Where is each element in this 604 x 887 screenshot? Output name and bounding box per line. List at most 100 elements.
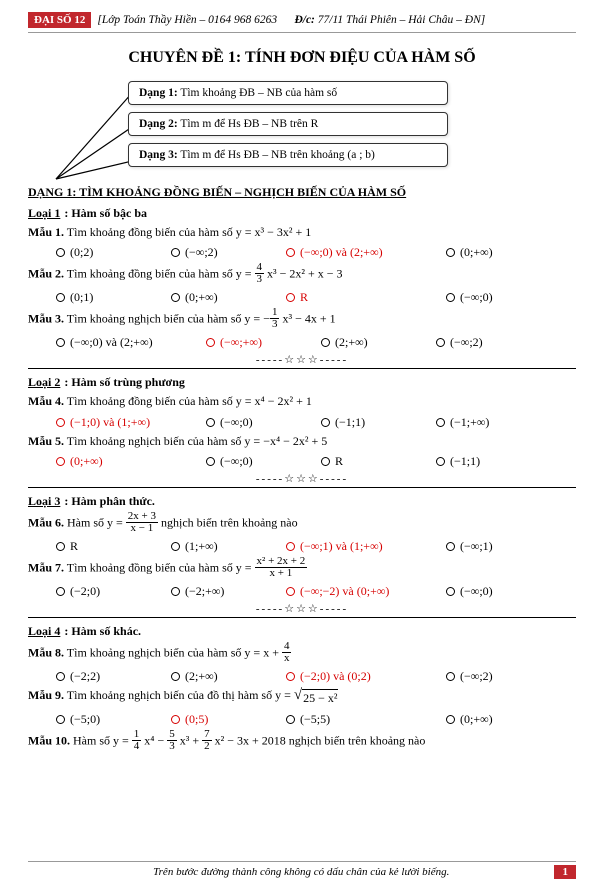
opt: (−∞;+∞) — [206, 335, 321, 350]
opt: (−∞;1) và (1;+∞) — [286, 539, 446, 554]
opt-text: (0;1) — [70, 290, 93, 305]
fraction: x² + 2x + 2x + 1 — [255, 556, 308, 579]
loai-2-rest: : Hàm số trùng phương — [64, 375, 185, 390]
mau-8-options: (−2;2) (2;+∞) (−2;0) và (0;2) (−∞;2) — [56, 669, 576, 684]
class-info: Lớp Toán Thầy Hiền – 0164 968 6263 — [102, 14, 277, 26]
opt: (−1;+∞) — [436, 415, 551, 430]
opt: (−∞;−2) và (0;+∞) — [286, 584, 446, 599]
frac-den: 2 — [202, 740, 212, 752]
ring-icon — [171, 715, 180, 724]
dang-2-text: Tìm m để Hs ĐB – NB trên R — [180, 118, 318, 130]
frac-num: 1 — [270, 307, 280, 318]
opt-text: (−2;0) — [70, 584, 100, 599]
fraction: 2x + 3x − 1 — [126, 511, 158, 534]
mau-9-options: (−5;0) (0;5) (−5;5) (0;+∞) — [56, 712, 576, 727]
dang-3-text: Tìm m để Hs ĐB – NB trên khoảng (a ; b) — [180, 149, 375, 161]
opt-text: (−∞;0) và (2;+∞) — [300, 245, 383, 260]
mau-2: Mẫu 2. Tìm khoảng đồng biến của hàm số y… — [28, 263, 576, 286]
ring-icon — [286, 587, 295, 596]
frac-den: x — [282, 652, 292, 664]
opt: (−∞;0) và (2;+∞) — [286, 245, 446, 260]
opt-text: R — [300, 290, 308, 305]
ring-icon — [56, 248, 65, 257]
opt: (−5;5) — [286, 712, 446, 727]
ring-icon — [56, 672, 65, 681]
ring-icon — [436, 338, 445, 347]
opt: (−∞;2) — [446, 669, 561, 684]
opt-text: (0;+∞) — [185, 290, 218, 305]
mau-6-label: Mẫu 6. — [28, 515, 64, 529]
ring-icon — [56, 338, 65, 347]
opt: (−2;2) — [56, 669, 171, 684]
frac-den: x + 1 — [255, 567, 308, 579]
address-label: Đ/c: — [294, 14, 314, 26]
mau-9: Mẫu 9. Tìm khoảng nghịch biến của đồ thị… — [28, 687, 576, 707]
ring-icon — [56, 293, 65, 302]
opt: (0;+∞) — [446, 712, 561, 727]
mau-5: Mẫu 5. Tìm khoảng nghịch biến của hàm số… — [28, 433, 576, 450]
fraction: 53 — [167, 729, 177, 752]
opt-text: R — [335, 454, 343, 469]
mau-3-options: (−∞;0) và (2;+∞) (−∞;+∞) (2;+∞) (−∞;2) — [56, 335, 576, 350]
dang-1-text: Tìm khoảng ĐB – NB của hàm số — [180, 87, 337, 99]
ring-icon — [206, 457, 215, 466]
opt: (−∞;0) — [206, 415, 321, 430]
opt-text: (−∞;−2) và (0;+∞) — [300, 584, 389, 599]
loai-4-u: Loại 4 — [28, 624, 60, 639]
frac-num: 7 — [202, 729, 212, 740]
opt-text: (−∞;0) và (2;+∞) — [70, 335, 153, 350]
ring-icon — [446, 293, 455, 302]
dang-3-label: Dạng 3: — [139, 149, 178, 161]
frac-num: 1 — [132, 729, 142, 740]
opt-text: (−∞;0) — [220, 415, 253, 430]
mau-8-label: Mẫu 8. — [28, 645, 64, 659]
frac-den: 3 — [167, 740, 177, 752]
opt: (0;1) — [56, 290, 171, 305]
frac-num: x² + 2x + 2 — [255, 556, 308, 567]
dang-box-group: Dạng 1: Tìm khoảng ĐB – NB của hàm số Dạ… — [128, 81, 576, 167]
ring-icon — [206, 338, 215, 347]
ring-icon — [446, 672, 455, 681]
loai-4: Loại 4 : Hàm số khác. — [28, 620, 576, 639]
stars-divider: -----☆☆☆----- — [28, 353, 576, 366]
stars-divider: -----☆☆☆----- — [28, 472, 576, 485]
frac-num: 2x + 3 — [126, 511, 158, 522]
mau-10-label: Mẫu 10. — [28, 733, 70, 747]
mau-7-options: (−2;0) (−2;+∞) (−∞;−2) và (0;+∞) (−∞;0) — [56, 584, 576, 599]
mau-9-label: Mẫu 9. — [28, 688, 64, 702]
mau-7: Mẫu 7. Tìm khoảng đồng biến của hàm số y… — [28, 557, 576, 580]
mau-3: Mẫu 3. Tìm khoảng nghịch biến của hàm số… — [28, 308, 576, 331]
opt: R — [321, 454, 436, 469]
mau-6-suffix: nghịch biến trên khoảng nào — [158, 515, 298, 529]
ring-icon — [56, 542, 65, 551]
opt: (0;+∞) — [446, 245, 561, 260]
ring-icon — [286, 248, 295, 257]
opt: (−∞;0) — [446, 290, 561, 305]
frac-den: 3 — [255, 273, 265, 285]
ring-icon — [286, 293, 295, 302]
opt: R — [286, 290, 446, 305]
fraction: 43 — [255, 262, 265, 285]
loai-3: Loại 3: Hàm phân thức. — [28, 490, 576, 509]
address: 77/11 Thái Phiên – Hải Châu – ĐN — [318, 14, 481, 26]
mau-6-options: R (1;+∞) (−∞;1) và (1;+∞) (−∞;1) — [56, 539, 576, 554]
opt: (−2;+∞) — [171, 584, 286, 599]
opt-text: (−∞;0) — [460, 584, 493, 599]
ring-icon — [171, 293, 180, 302]
ring-icon — [171, 587, 180, 596]
mau-2-suffix: x³ − 2x² + x − 3 — [264, 267, 343, 281]
opt: (2;+∞) — [171, 669, 286, 684]
radicand: 25 − x² — [302, 689, 338, 707]
loai-4-rest: : Hàm số khác. — [64, 624, 141, 639]
ring-icon — [56, 715, 65, 724]
frac-num: 4 — [255, 262, 265, 273]
fraction: 14 — [132, 729, 142, 752]
page-number: 1 — [554, 865, 576, 879]
ring-icon — [436, 457, 445, 466]
page-header: ĐẠI SỐ 12 [Lớp Toán Thầy Hiền – 0164 968… — [28, 12, 576, 28]
ring-icon — [56, 587, 65, 596]
opt: (−1;1) — [436, 454, 551, 469]
ring-icon — [56, 418, 65, 427]
loai-1: Loại 1: Hàm số bậc ba — [28, 202, 576, 221]
opt: (−5;0) — [56, 712, 171, 727]
